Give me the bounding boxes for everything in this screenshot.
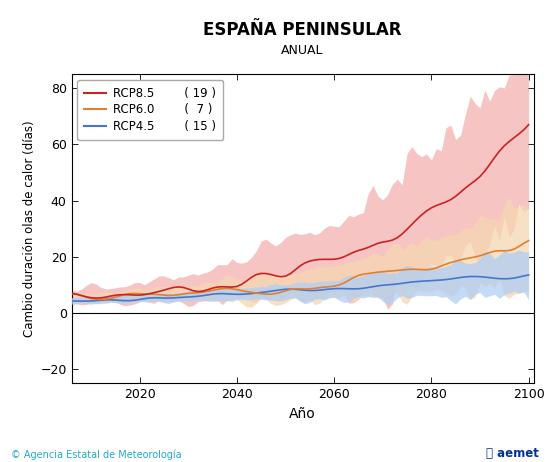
Text: ESPAÑA PENINSULAR: ESPAÑA PENINSULAR xyxy=(204,21,402,39)
Text: © Agencia Estatal de Meteorología: © Agencia Estatal de Meteorología xyxy=(11,449,182,460)
Y-axis label: Cambio duración olas de calor (días): Cambio duración olas de calor (días) xyxy=(23,121,36,337)
X-axis label: Año: Año xyxy=(289,407,316,421)
Legend: RCP8.5        ( 19 ), RCP6.0        (  7 ), RCP4.5        ( 15 ): RCP8.5 ( 19 ), RCP6.0 ( 7 ), RCP4.5 ( 15… xyxy=(78,80,223,140)
Text: ANUAL: ANUAL xyxy=(281,44,324,57)
Text: Ⓠ aemet: Ⓠ aemet xyxy=(486,447,539,460)
